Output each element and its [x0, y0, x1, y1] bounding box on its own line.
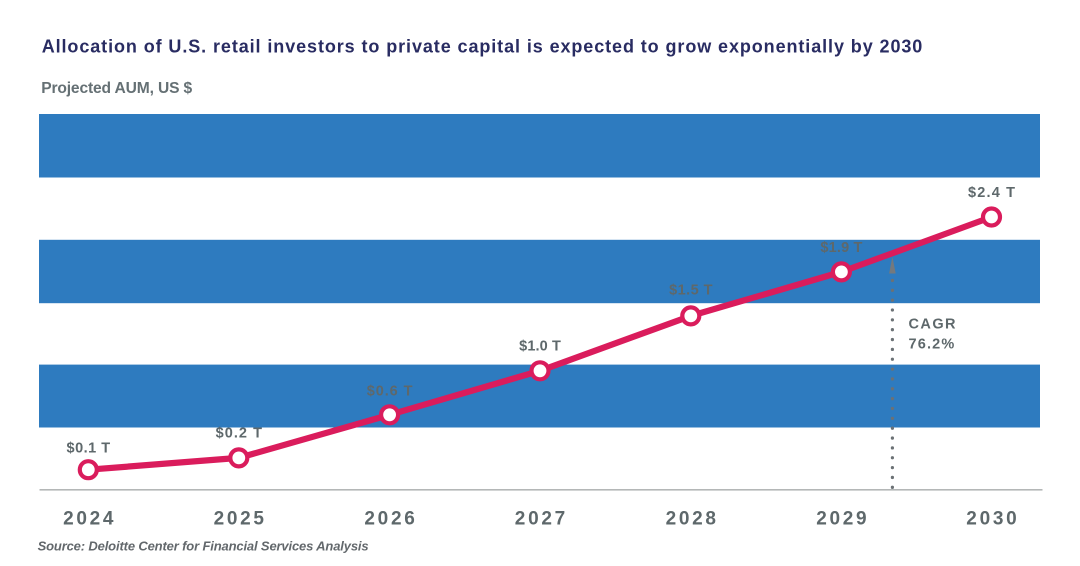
svg-text:Allocation of U.S. retail inve: Allocation of U.S. retail investors to p… — [42, 36, 923, 56]
svg-text:2024: 2024 — [63, 509, 114, 530]
svg-text:$1.0 T: $1.0 T — [519, 339, 561, 355]
svg-text:$0.1 T: $0.1 T — [67, 441, 111, 457]
svg-text:$1.9 T: $1.9 T — [820, 240, 862, 256]
svg-text:$0.6 T: $0.6 T — [367, 384, 413, 400]
svg-text:2029: 2029 — [816, 509, 866, 530]
svg-text:$2.4 T: $2.4 T — [968, 185, 1015, 201]
svg-text:Projected AUM, US $: Projected AUM, US $ — [41, 80, 192, 97]
svg-text:$0.2 T: $0.2 T — [216, 426, 262, 442]
svg-text:2025: 2025 — [214, 509, 265, 530]
svg-text:76.2%: 76.2% — [909, 337, 955, 353]
svg-text:CAGR: CAGR — [909, 316, 957, 332]
svg-text:2026: 2026 — [364, 509, 414, 530]
svg-text:$1.5 T: $1.5 T — [669, 283, 712, 299]
svg-text:Source: Deloitte Center for Fi: Source: Deloitte Center for Financial Se… — [38, 539, 369, 554]
svg-text:2030: 2030 — [966, 509, 1016, 530]
svg-text:2028: 2028 — [666, 509, 716, 530]
svg-text:2027: 2027 — [515, 509, 565, 530]
